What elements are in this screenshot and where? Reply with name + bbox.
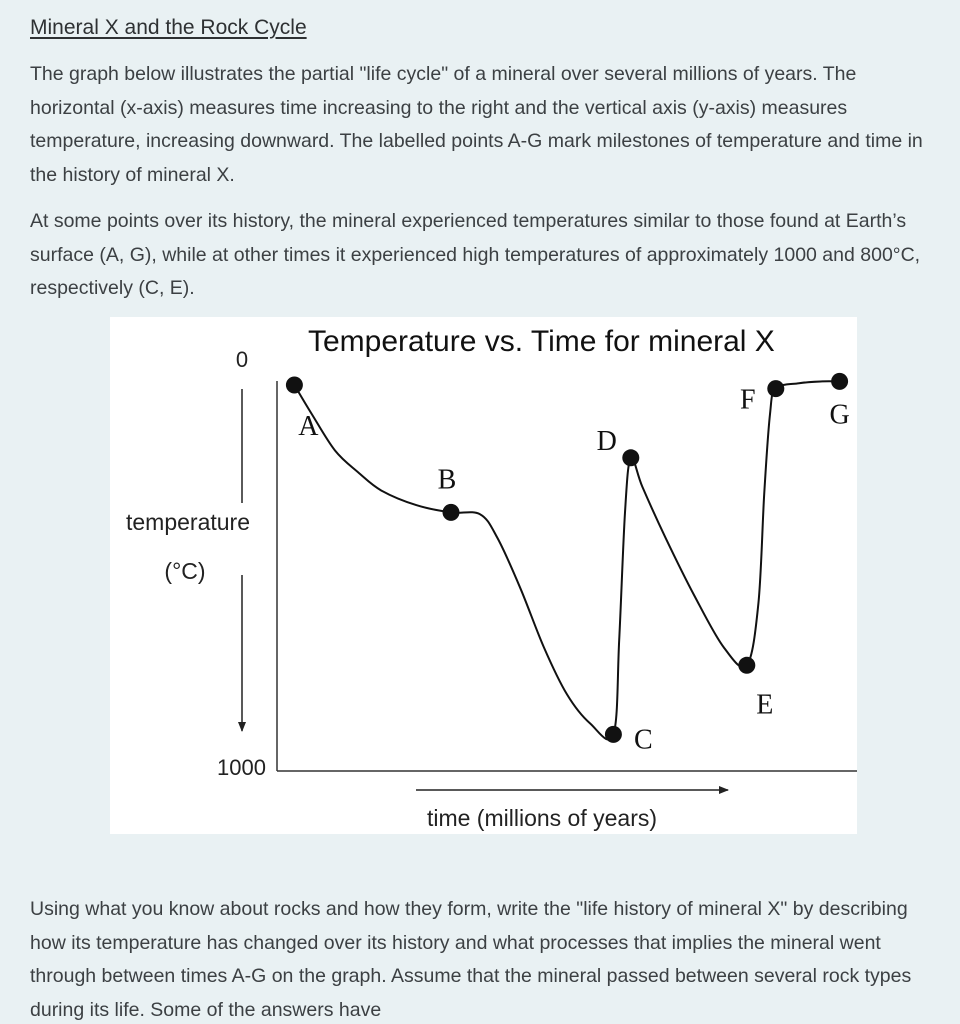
temperature-time-chart: Temperature vs. Time for mineral X 0 tem…	[126, 325, 857, 831]
question-paragraph: Using what you know about rocks and how …	[30, 898, 912, 1021]
point-label-c: C	[634, 724, 653, 755]
point-label-d: D	[597, 426, 617, 457]
y-tick-bottom: 1000	[217, 755, 266, 780]
x-axis-label: time (millions of years)	[427, 805, 657, 831]
chart-figure: Temperature vs. Time for mineral X 0 tem…	[110, 317, 857, 834]
chart-title: Temperature vs. Time for mineral X	[308, 325, 775, 358]
point-marker-e	[738, 656, 756, 674]
point-marker-a	[285, 376, 303, 394]
point-label-f: F	[740, 385, 756, 416]
point-marker-b	[442, 503, 460, 521]
y-tick-top: 0	[236, 347, 248, 372]
point-marker-d	[622, 449, 640, 467]
intro-paragraph: The graph below illustrates the partial …	[30, 63, 923, 186]
temperature-curve	[293, 380, 840, 741]
point-label-b: B	[438, 464, 457, 495]
point-marker-c	[604, 725, 622, 743]
point-label-g: G	[829, 399, 849, 430]
y-axis-label-line2: (°C)	[164, 558, 205, 584]
y-axis-label-line1: temperature	[126, 509, 250, 535]
point-label-e: E	[756, 689, 773, 720]
point-marker-f	[767, 380, 785, 398]
temperature-paragraph: At some points over its history, the min…	[30, 210, 921, 299]
point-label-a: A	[298, 411, 319, 442]
page-title: Mineral X and the Rock Cycle	[30, 16, 307, 39]
point-marker-g	[831, 372, 849, 390]
